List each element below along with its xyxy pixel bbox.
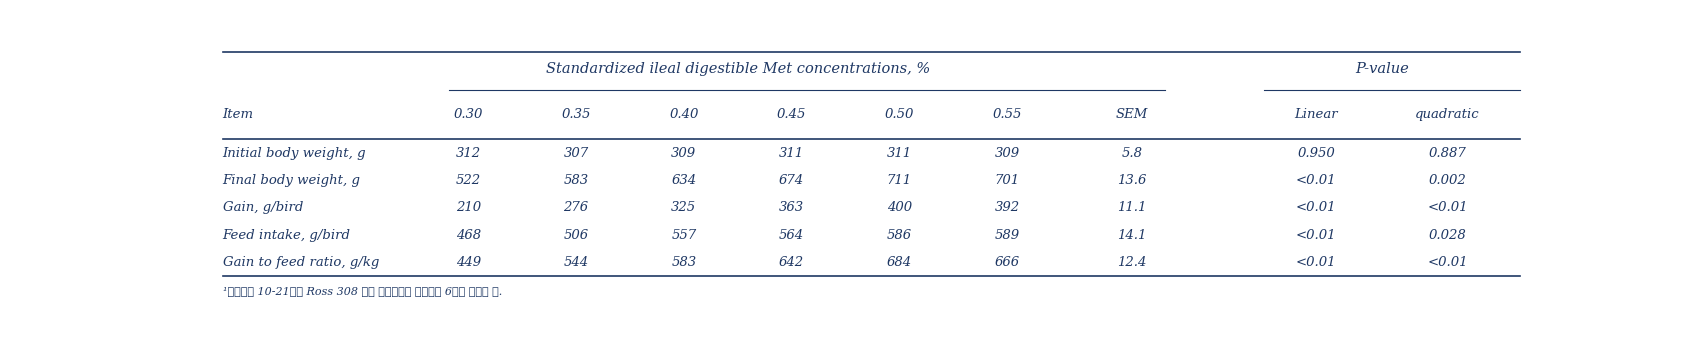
Text: 557: 557 [672, 228, 697, 242]
Text: 392: 392 [994, 201, 1019, 214]
Text: 325: 325 [672, 201, 697, 214]
Text: 309: 309 [672, 147, 697, 160]
Text: 13.6: 13.6 [1118, 174, 1146, 187]
Text: 506: 506 [563, 228, 589, 242]
Text: Gain to feed ratio, g/kg: Gain to feed ratio, g/kg [222, 256, 378, 269]
Text: 522: 522 [456, 174, 482, 187]
Text: <0.01: <0.01 [1296, 174, 1336, 187]
Text: 0.950: 0.950 [1297, 147, 1335, 160]
Text: Final body weight, g: Final body weight, g [222, 174, 361, 187]
Text: 0.40: 0.40 [670, 108, 699, 121]
Text: 583: 583 [672, 256, 697, 269]
Text: 449: 449 [456, 256, 482, 269]
Text: 0.002: 0.002 [1428, 174, 1467, 187]
Text: 0.35: 0.35 [561, 108, 590, 121]
Text: 5.8: 5.8 [1121, 147, 1143, 160]
Text: 544: 544 [563, 256, 589, 269]
Text: Gain, g/bird: Gain, g/bird [222, 201, 304, 214]
Text: P-value: P-value [1355, 62, 1409, 76]
Text: 684: 684 [887, 256, 912, 269]
Text: 12.4: 12.4 [1118, 256, 1146, 269]
Text: SEM: SEM [1116, 108, 1148, 121]
Text: 0.028: 0.028 [1428, 228, 1467, 242]
Text: 701: 701 [994, 174, 1019, 187]
Text: 311: 311 [778, 147, 804, 160]
Text: quadratic: quadratic [1414, 108, 1481, 121]
Text: 711: 711 [887, 174, 912, 187]
Text: <0.01: <0.01 [1428, 256, 1467, 269]
Text: 311: 311 [887, 147, 912, 160]
Text: Linear: Linear [1294, 108, 1338, 121]
Text: 0.30: 0.30 [453, 108, 483, 121]
Text: Initial body weight, g: Initial body weight, g [222, 147, 366, 160]
Text: 674: 674 [778, 174, 804, 187]
Text: 468: 468 [456, 228, 482, 242]
Text: <0.01: <0.01 [1296, 256, 1336, 269]
Text: 276: 276 [563, 201, 589, 214]
Text: 583: 583 [563, 174, 589, 187]
Text: 307: 307 [563, 147, 589, 160]
Text: 0.45: 0.45 [777, 108, 806, 121]
Text: 309: 309 [994, 147, 1019, 160]
Text: 312: 312 [456, 147, 482, 160]
Text: 634: 634 [672, 174, 697, 187]
Text: 363: 363 [778, 201, 804, 214]
Text: Item: Item [222, 108, 254, 121]
Text: 210: 210 [456, 201, 482, 214]
Text: 0.50: 0.50 [885, 108, 914, 121]
Text: ¹데이터는 10-21일령 Ross 308 수컵 육계에서의 케이지당 6수씩 시험한 값.: ¹데이터는 10-21일령 Ross 308 수컵 육계에서의 케이지당 6수씩… [222, 286, 502, 296]
Text: <0.01: <0.01 [1428, 201, 1467, 214]
Text: 642: 642 [778, 256, 804, 269]
Text: <0.01: <0.01 [1296, 228, 1336, 242]
Text: Standardized ileal digestible Met concentrations, %: Standardized ileal digestible Met concen… [546, 62, 929, 76]
Text: 564: 564 [778, 228, 804, 242]
Text: 0.887: 0.887 [1428, 147, 1467, 160]
Text: 400: 400 [887, 201, 912, 214]
Text: 14.1: 14.1 [1118, 228, 1146, 242]
Text: 586: 586 [887, 228, 912, 242]
Text: 11.1: 11.1 [1118, 201, 1146, 214]
Text: 666: 666 [994, 256, 1019, 269]
Text: 589: 589 [994, 228, 1019, 242]
Text: Feed intake, g/bird: Feed intake, g/bird [222, 228, 351, 242]
Text: 0.55: 0.55 [992, 108, 1023, 121]
Text: <0.01: <0.01 [1296, 201, 1336, 214]
